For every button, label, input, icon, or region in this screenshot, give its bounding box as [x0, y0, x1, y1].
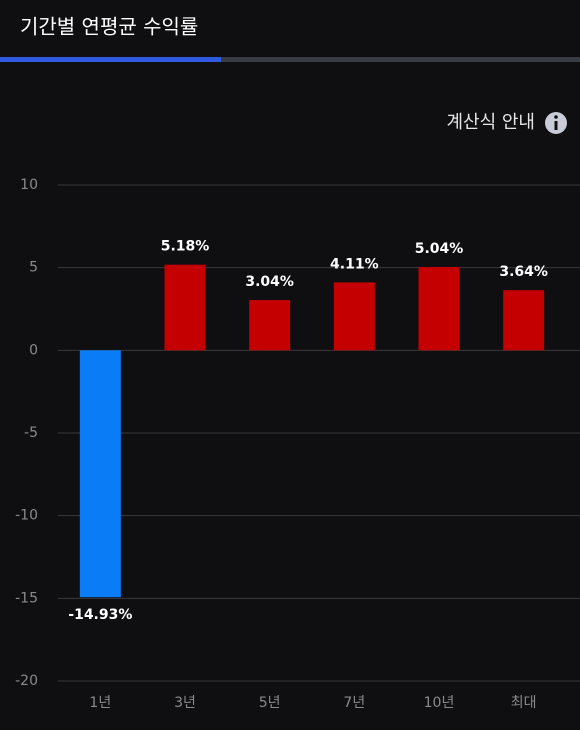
info-icon-dot: [554, 115, 558, 119]
bar: [164, 264, 206, 351]
value-label: 4.11%: [330, 256, 379, 272]
bar: [79, 350, 121, 598]
info-link-text[interactable]: 계산식 안내: [446, 112, 535, 133]
value-label: 3.64%: [499, 264, 548, 280]
y-tick-label: -5: [24, 425, 38, 441]
y-tick-label: -20: [15, 673, 38, 689]
bar: [249, 300, 291, 351]
info-icon-stem: [554, 121, 558, 130]
bar: [418, 267, 460, 351]
tab-track: [0, 57, 580, 62]
x-tick-label: 3년: [174, 695, 196, 711]
y-tick-label: 0: [29, 342, 38, 358]
value-label: 5.04%: [415, 241, 464, 257]
x-tick-label: 5년: [259, 695, 281, 711]
y-tick-label: -10: [15, 508, 38, 524]
value-label: 5.18%: [161, 239, 210, 255]
tab-indicator: [0, 57, 221, 62]
bar: [333, 282, 375, 351]
bar: [503, 290, 545, 351]
x-tick-label: 7년: [343, 695, 365, 711]
x-tick-label: 최대: [511, 695, 537, 711]
tab-title[interactable]: 기간별 연평균 수익률: [20, 15, 198, 39]
y-tick-label: 5: [29, 260, 38, 276]
x-tick-label: 10년: [424, 695, 455, 711]
value-label: -14.93%: [68, 607, 132, 623]
y-tick-label: 10: [20, 177, 38, 193]
y-tick-label: -15: [15, 590, 38, 606]
info-link[interactable]: 계산식 안내: [446, 112, 567, 134]
x-tick-label: 1년: [89, 695, 111, 711]
value-label: 3.04%: [245, 274, 294, 290]
